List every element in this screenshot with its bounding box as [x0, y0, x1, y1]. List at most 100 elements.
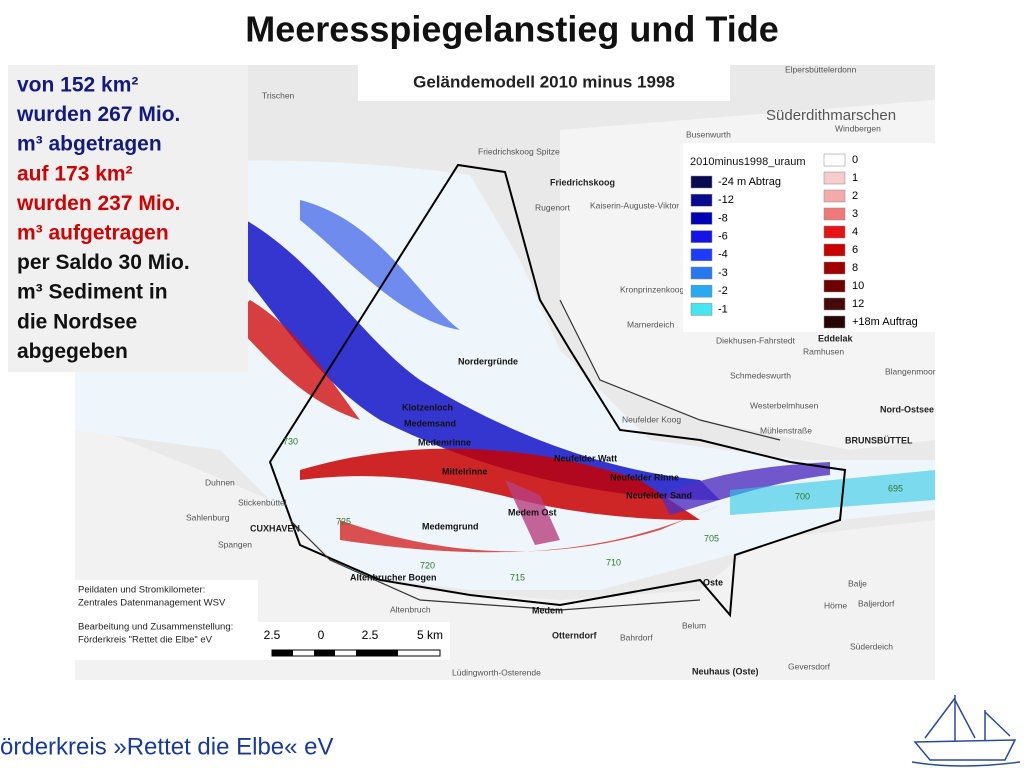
summary-line: m³ aufgetragen	[17, 222, 169, 245]
map-title: Geländemodell 2010 minus 1998	[413, 72, 675, 91]
place-label: Windbergen	[835, 123, 881, 133]
deposition-area	[300, 448, 700, 520]
place-label: Diekhusen-Fahrstedt	[716, 335, 796, 345]
legend-label: 2	[852, 190, 858, 202]
place-label: Neufelder Rinne	[610, 472, 679, 482]
legend-swatch	[690, 193, 713, 207]
place-label: Ramhusen	[803, 346, 844, 356]
study-area-boundary	[268, 163, 847, 618]
km-label: 725	[336, 516, 351, 526]
place-label: Kaiserin-Auguste-Viktor	[590, 200, 679, 210]
summary-line: wurden 237 Mio.	[16, 192, 180, 215]
legend-label: 4	[852, 226, 858, 238]
footer-text: örderkreis »Rettet die Elbe« eV	[0, 733, 334, 760]
legend-label: -12	[718, 194, 734, 206]
place-label: Friedrichskoog	[550, 177, 615, 187]
legend-label: -1	[718, 303, 728, 315]
legend-swatch	[823, 261, 846, 275]
legend-swatch	[690, 230, 713, 243]
summary-box	[8, 65, 248, 372]
km-label: 695	[888, 483, 903, 493]
medem-ost	[505, 480, 560, 545]
place-label: Altenbrucher Bogen	[350, 572, 437, 582]
legend-label: -6	[718, 231, 728, 243]
place-label: Medem	[532, 605, 563, 615]
credits: Peildaten und Stromkilometer: Zentrales D…	[78, 585, 233, 646]
credit-line: Förderkreis "Rettet die Elbe" eV	[78, 635, 213, 646]
summary-line: m³ abgetragen	[17, 133, 162, 156]
place-label: Stickenbüttel	[238, 497, 287, 507]
legend-swatch	[823, 243, 846, 257]
place-label: Spangen	[218, 539, 252, 549]
place-label: Medemsand	[404, 418, 456, 428]
place-label: Balje	[848, 578, 867, 588]
deposition-area	[230, 300, 360, 420]
place-label: Eddelak	[818, 333, 854, 343]
credit-line: Peildaten und Stromkilometer:	[78, 585, 205, 596]
place-label: Otterndorf	[552, 630, 597, 640]
erosion-channel	[660, 462, 830, 515]
legend-label: +18m Auftrag	[852, 316, 918, 328]
legend-swatch	[690, 212, 713, 225]
legend-label: -24 m Abtrag	[718, 176, 781, 188]
place-label: Bahrdorf	[620, 632, 653, 642]
scale-bar	[271, 649, 441, 657]
place-label: BRUNSBÜTTEL	[845, 435, 913, 445]
summary-line: m³ Sediment in	[17, 281, 168, 304]
place-label: Elpersbüttelerdonn	[785, 64, 857, 74]
legend-label: 10	[852, 280, 864, 292]
summary-line: von 152 km²	[17, 74, 138, 97]
place-label: Nord-Ostsee	[880, 404, 934, 414]
place-label: Baljerdorf	[858, 598, 895, 608]
place-label: Mittelrinne	[442, 466, 488, 476]
legend-label: 0	[852, 154, 858, 166]
legend-swatch	[690, 248, 713, 262]
legend-swatch	[823, 279, 846, 293]
place-label: Schmedeswurth	[730, 370, 791, 380]
summary-line: abgegeben	[17, 340, 128, 363]
place-label: Belum	[682, 620, 706, 630]
place-label: Geversdorf	[788, 661, 831, 671]
km-label: 700	[795, 491, 810, 501]
place-label: Nordergründe	[458, 356, 518, 366]
place-label: Mühlenstraße	[760, 425, 812, 435]
ship-logo	[911, 695, 1021, 767]
place-label: Friedrichskoog Spitze	[478, 146, 560, 156]
place-label: Süderdeich	[850, 641, 893, 651]
legend-label: 6	[852, 244, 858, 256]
roads	[289, 299, 781, 611]
place-label: Duhnen	[205, 477, 235, 487]
fairway	[730, 470, 935, 515]
summary-line: per Saldo 30 Mio.	[17, 251, 190, 274]
legend: -24 m Abtrag-12-8-6-4-3-2-101234681012+1…	[690, 153, 918, 329]
place-label: Altenbruch	[390, 604, 431, 614]
place-label: Neufelder Watt	[554, 453, 617, 463]
legend-label: 3	[852, 208, 858, 220]
legend-label: -4	[718, 249, 728, 261]
legend-swatch	[823, 315, 846, 329]
scale-label: 0	[318, 628, 325, 642]
legend-title: 2010minus1998_uraum	[690, 156, 806, 168]
place-label: Süderdithmarschen	[766, 107, 896, 124]
place-label: CUXHAVEN	[250, 523, 300, 533]
place-label: Marnerdeich	[627, 319, 675, 329]
legend-swatch	[690, 284, 713, 298]
summary-line: auf 173 km²	[17, 162, 133, 185]
scale-label: 2.5	[362, 628, 379, 642]
place-label: Trischen	[262, 90, 295, 100]
map-title-box	[358, 65, 730, 101]
place-label: Klotzenloch	[402, 402, 453, 412]
place-label: Oste	[703, 577, 723, 587]
place-label: Sahlenburg	[186, 512, 230, 522]
place-label: Rugenort	[535, 202, 571, 212]
legend-swatch	[690, 266, 713, 280]
km-label: 710	[606, 557, 621, 567]
place-label: Neufelder Sand	[626, 490, 692, 500]
legend-swatch	[823, 297, 846, 311]
credit-line: Zentrales Datenmanagement WSV	[78, 598, 226, 609]
place-label: Medemgrund	[422, 521, 479, 531]
km-label: 705	[704, 533, 719, 543]
place-label: Hörne	[824, 600, 847, 610]
legend-swatch	[690, 303, 713, 316]
